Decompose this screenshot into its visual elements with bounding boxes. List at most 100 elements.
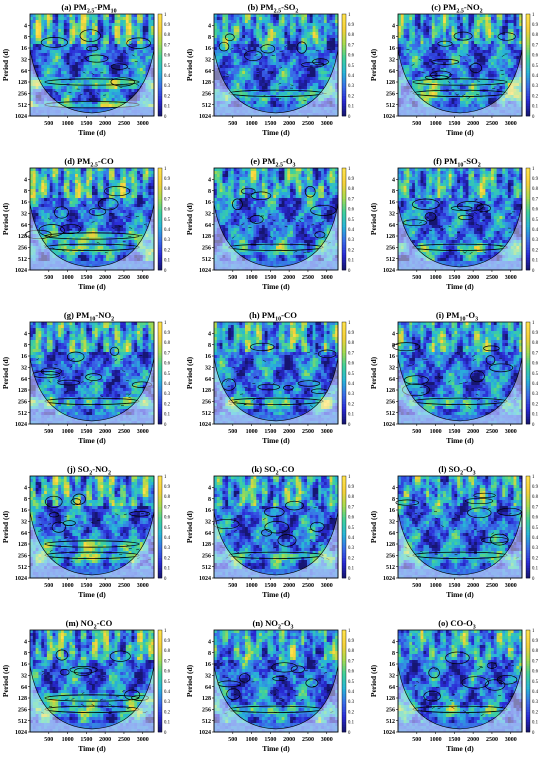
coherence-cell: [304, 32, 308, 36]
coherence-cell: [49, 38, 53, 42]
coherence-cell: [276, 113, 280, 117]
coherence-cell: [245, 44, 249, 48]
coherence-cell: [264, 59, 268, 63]
colorbar-step: [158, 44, 162, 48]
coherence-cell: [128, 68, 132, 72]
coherence-cell: [30, 74, 34, 78]
coherence-cell: [46, 98, 51, 102]
coherence-cell: [507, 98, 512, 102]
coherence-cell: [409, 83, 413, 87]
coherence-cell: [55, 104, 59, 108]
coherence-cell: [142, 89, 146, 93]
coherence-cell: [309, 98, 313, 102]
coherence-cell: [225, 89, 229, 93]
coherence-cell: [72, 23, 76, 27]
coherence-cell: [103, 26, 107, 30]
coherence-cell: [412, 83, 416, 87]
coherence-cell: [493, 113, 497, 117]
coherence-cell: [434, 98, 438, 102]
coherence-cell: [304, 53, 308, 57]
coherence-cell: [134, 23, 138, 27]
coherence-cell: [315, 50, 319, 54]
coherence-cell: [72, 26, 76, 30]
coherence-cell: [321, 65, 325, 69]
coherence-cell: [128, 29, 132, 33]
coherence-cell: [502, 29, 506, 33]
coherence-cell: [431, 29, 435, 33]
colorbar-step: [526, 87, 530, 91]
coherence-cell: [228, 35, 232, 39]
coherence-cell: [448, 80, 452, 84]
coherence-cell: [400, 80, 404, 84]
coherence-cell: [117, 113, 121, 117]
coherence-cell: [66, 77, 70, 81]
coherence-cell: [332, 26, 336, 30]
coherence-cell: [423, 113, 427, 117]
coherence-cell: [253, 83, 257, 87]
coherence-cell: [298, 104, 302, 108]
coherence-cell: [52, 104, 56, 108]
coherence-cell: [97, 68, 101, 72]
coherence-cell: [41, 171, 45, 175]
coherence-cell: [465, 113, 469, 117]
coherence-cell: [417, 44, 421, 48]
coherence-cell: [420, 80, 424, 84]
colorbar: 00.10.20.30.40.50.60.70.80.91: [341, 13, 355, 120]
coherence-cell: [216, 53, 220, 57]
coherence-cell: [49, 23, 53, 27]
coherence-cell: [214, 74, 218, 78]
coherence-cell: [108, 101, 113, 105]
coherence-cell: [273, 29, 277, 33]
coherence-cell: [247, 83, 251, 87]
coherence-cell: [77, 17, 82, 21]
coherence-cell: [86, 83, 90, 87]
coherence-cell: [507, 77, 512, 81]
coherence-cell: [242, 56, 246, 60]
coherence-cell: [460, 110, 464, 114]
coherence-cell: [44, 83, 48, 87]
coherence-cell: [516, 56, 520, 60]
coherence-cell: [97, 107, 101, 111]
coherence-cell: [273, 62, 277, 66]
coherence-cell: [94, 71, 98, 75]
coherence-cell: [236, 89, 240, 93]
coherence-cell: [259, 32, 263, 36]
coherence-cell: [278, 89, 282, 93]
coherence-cell: [329, 59, 333, 63]
coherence-cell: [505, 101, 509, 105]
coherence-cell: [414, 110, 419, 114]
coherence-cell: [420, 35, 424, 39]
coherence-cell: [214, 110, 218, 114]
coherence-cell: [295, 92, 299, 96]
colorbar-step: [526, 36, 530, 40]
coherence-cell: [128, 62, 132, 66]
coherence-cell: [117, 89, 121, 93]
coherence-cell: [38, 56, 42, 60]
coherence-cell: [225, 74, 229, 78]
coherence-cell: [292, 35, 297, 39]
coherence-cell: [315, 92, 319, 96]
coherence-cell: [253, 101, 257, 105]
coherence-cell: [318, 80, 322, 84]
colorbar-step: [526, 75, 530, 79]
coherence-cell: [142, 101, 146, 105]
coherence-cell: [72, 41, 76, 45]
coherence-cell: [437, 98, 441, 102]
coherence-cell: [75, 80, 79, 84]
coherence-cell: [332, 101, 336, 105]
coherence-cell: [151, 44, 155, 48]
coherence-cell: [412, 113, 416, 117]
coherence-cell: [403, 107, 407, 111]
coherence-cell: [41, 65, 45, 69]
coherence-cell: [414, 89, 419, 93]
coherence-cell: [276, 62, 280, 66]
coherence-cell: [290, 92, 294, 96]
coherence-cell: [440, 20, 444, 24]
coherence-cell: [61, 80, 65, 84]
coherence-cell: [41, 14, 45, 18]
coherence-cell: [253, 20, 257, 24]
coherence-cell: [41, 68, 45, 72]
coherence-cell: [290, 86, 294, 90]
coherence-cell: [103, 23, 107, 27]
coherence-cell: [151, 65, 155, 69]
